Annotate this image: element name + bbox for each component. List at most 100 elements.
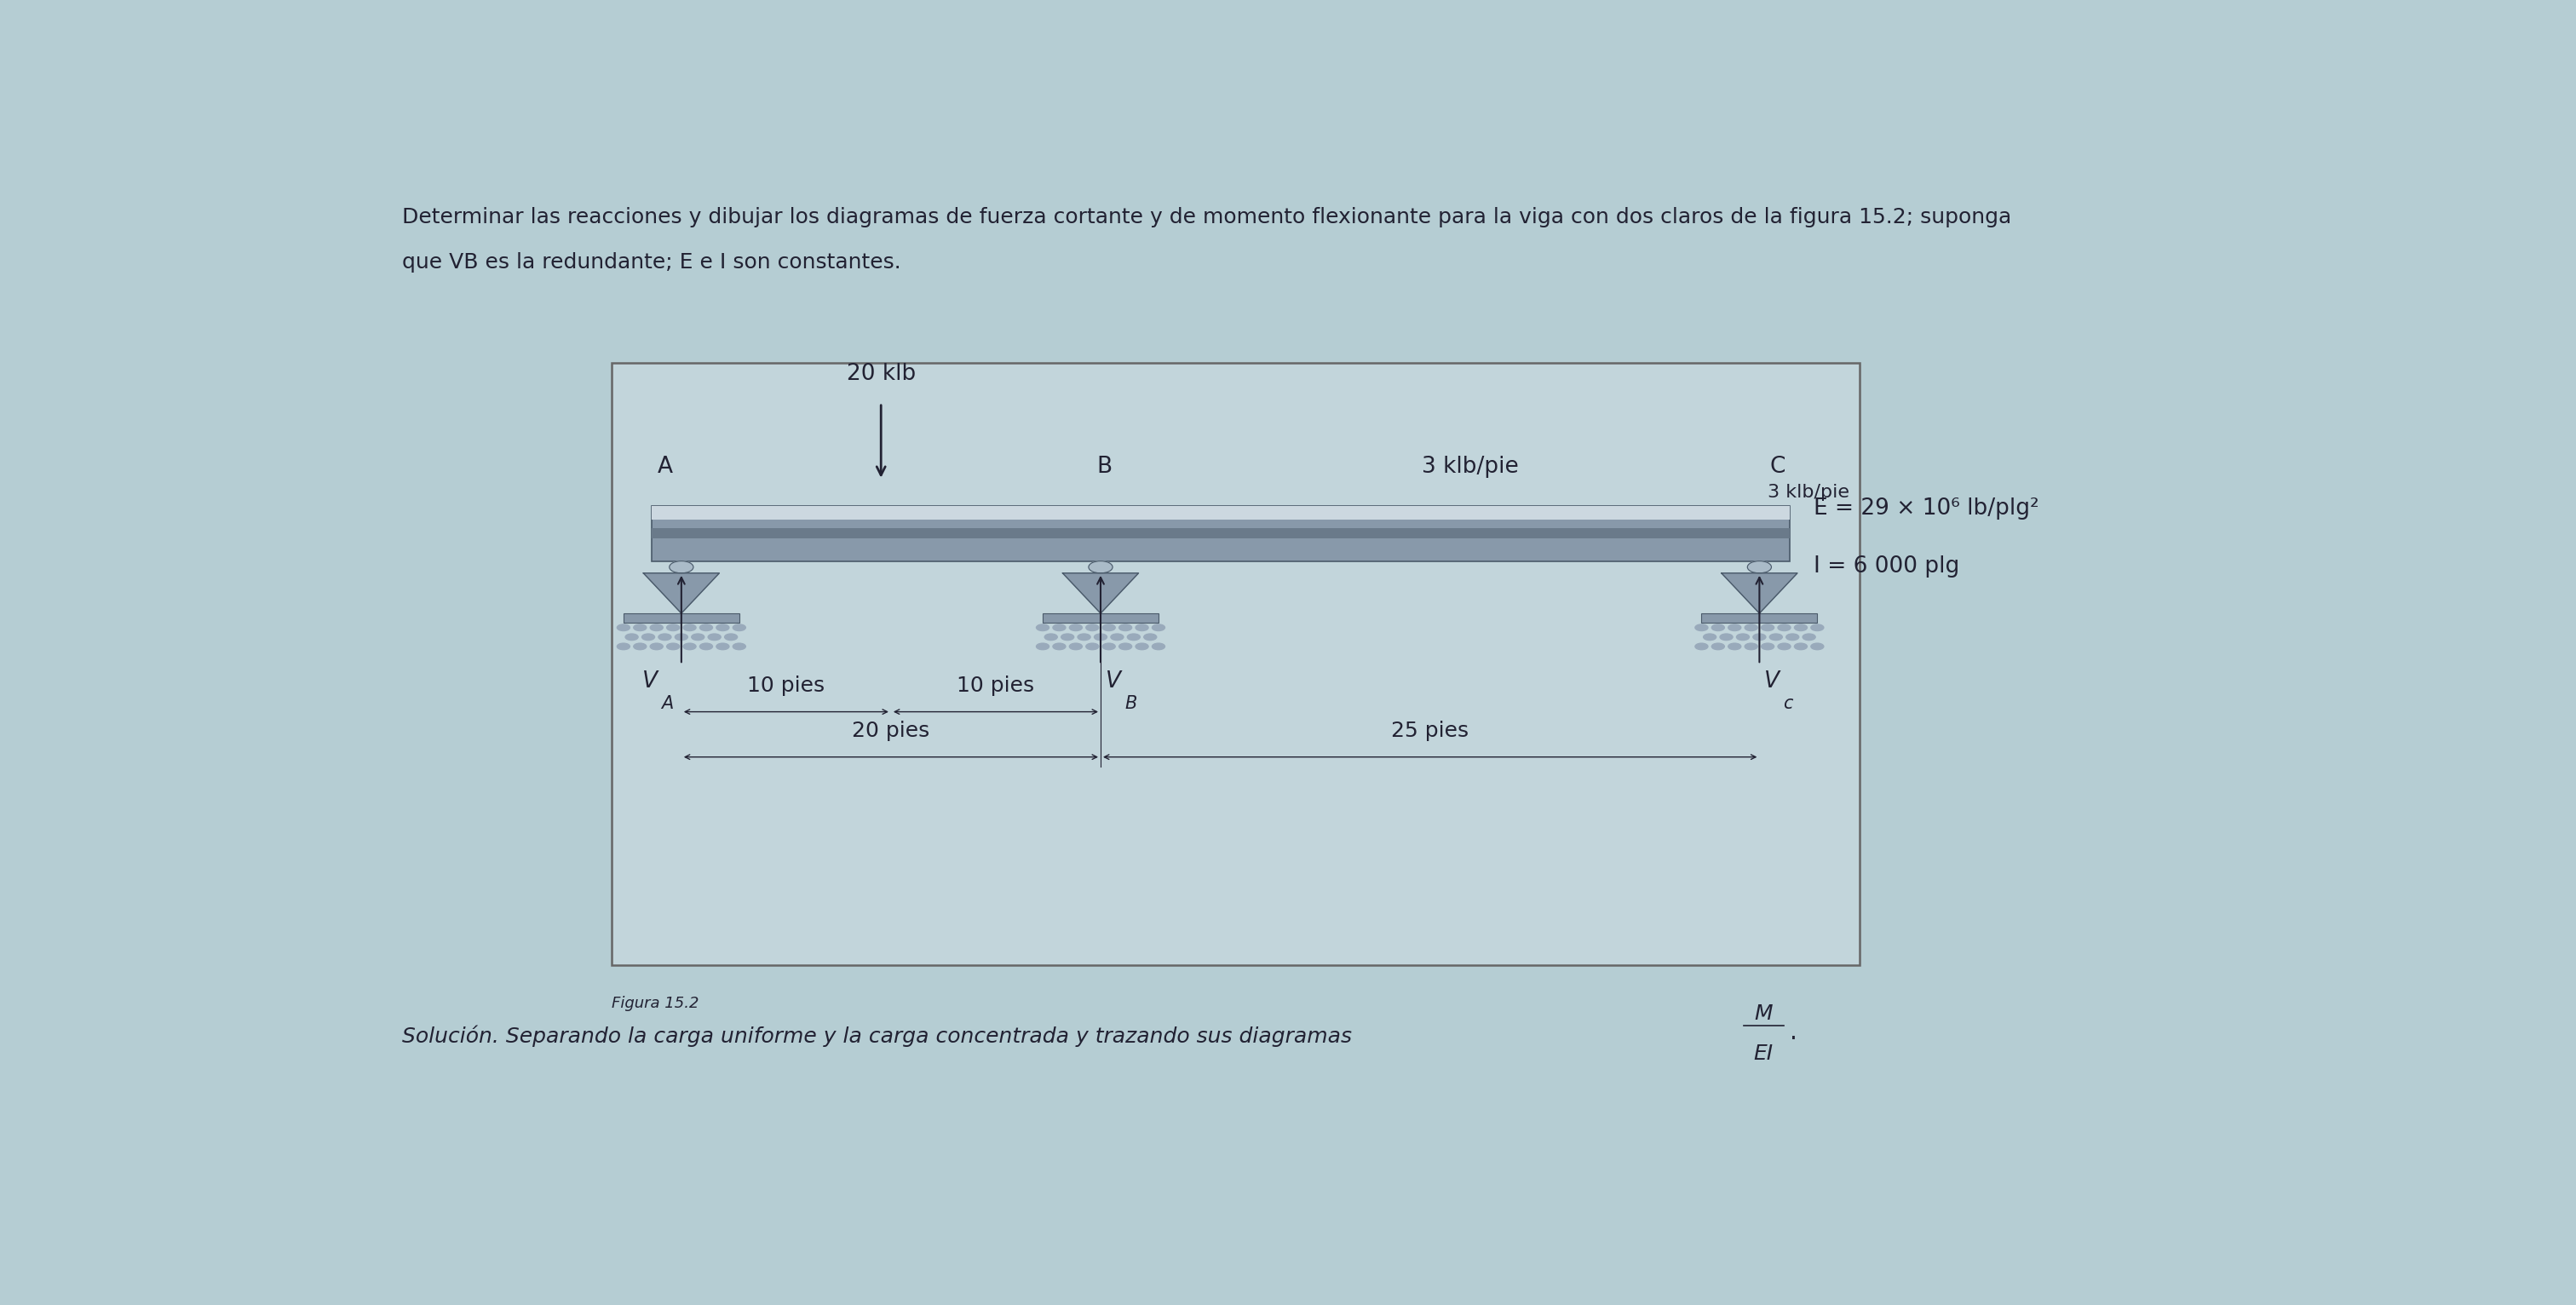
- Circle shape: [724, 634, 737, 641]
- Text: .: .: [1790, 1021, 1798, 1045]
- Circle shape: [1046, 634, 1056, 641]
- Circle shape: [1061, 634, 1074, 641]
- Circle shape: [649, 624, 662, 630]
- FancyBboxPatch shape: [652, 529, 1790, 539]
- Circle shape: [1144, 634, 1157, 641]
- Circle shape: [1744, 624, 1757, 630]
- Polygon shape: [1064, 573, 1139, 613]
- Circle shape: [1069, 643, 1082, 650]
- Text: 10 pies: 10 pies: [956, 675, 1036, 696]
- Text: E = 29 × 10⁶ lb/plg²: E = 29 × 10⁶ lb/plg²: [1814, 497, 2038, 519]
- Circle shape: [667, 624, 680, 630]
- Circle shape: [1095, 634, 1108, 641]
- Circle shape: [708, 634, 721, 641]
- Circle shape: [1754, 634, 1765, 641]
- Circle shape: [659, 634, 672, 641]
- Text: V: V: [641, 671, 657, 693]
- Circle shape: [1036, 643, 1048, 650]
- Circle shape: [716, 643, 729, 650]
- FancyBboxPatch shape: [652, 506, 1790, 561]
- Circle shape: [701, 643, 714, 650]
- Circle shape: [1136, 643, 1149, 650]
- Circle shape: [1695, 643, 1708, 650]
- Circle shape: [1762, 624, 1775, 630]
- Circle shape: [1762, 643, 1775, 650]
- Text: Determinar las reacciones y dibujar los diagramas de fuerza cortante y de moment: Determinar las reacciones y dibujar los …: [402, 206, 2012, 227]
- Circle shape: [1795, 643, 1808, 650]
- Circle shape: [634, 643, 647, 650]
- Circle shape: [1710, 643, 1723, 650]
- Text: I = 6 000 plg: I = 6 000 plg: [1814, 556, 1960, 578]
- Text: Figura 15.2: Figura 15.2: [611, 996, 698, 1011]
- Circle shape: [1695, 624, 1708, 630]
- Circle shape: [1036, 624, 1048, 630]
- Circle shape: [626, 634, 639, 641]
- Circle shape: [1054, 624, 1066, 630]
- Circle shape: [1736, 634, 1749, 641]
- Circle shape: [641, 634, 654, 641]
- Circle shape: [618, 624, 631, 630]
- Circle shape: [1811, 643, 1824, 650]
- Circle shape: [1770, 634, 1783, 641]
- Circle shape: [1703, 634, 1716, 641]
- Text: 20 pies: 20 pies: [853, 720, 930, 741]
- Circle shape: [1054, 643, 1066, 650]
- Circle shape: [1118, 643, 1131, 650]
- Circle shape: [618, 643, 631, 650]
- Circle shape: [1811, 624, 1824, 630]
- Circle shape: [1721, 634, 1734, 641]
- FancyBboxPatch shape: [1043, 613, 1159, 622]
- Text: 3 klb/pie: 3 klb/pie: [1767, 484, 1850, 501]
- FancyBboxPatch shape: [611, 363, 1860, 966]
- Text: 10 pies: 10 pies: [747, 675, 824, 696]
- Polygon shape: [1721, 573, 1798, 613]
- Text: B: B: [1097, 455, 1113, 478]
- Circle shape: [1151, 643, 1164, 650]
- Circle shape: [701, 624, 714, 630]
- Text: 3 klb/pie: 3 klb/pie: [1422, 455, 1517, 478]
- Text: 20 klb: 20 klb: [848, 363, 914, 385]
- Circle shape: [1128, 634, 1141, 641]
- Circle shape: [1087, 624, 1100, 630]
- Circle shape: [716, 624, 729, 630]
- Circle shape: [1103, 624, 1115, 630]
- Circle shape: [683, 624, 696, 630]
- Circle shape: [1803, 634, 1816, 641]
- Text: que VB es la redundante; E e I son constantes.: que VB es la redundante; E e I son const…: [402, 252, 902, 273]
- Polygon shape: [644, 573, 719, 613]
- Text: V: V: [1105, 671, 1121, 693]
- Circle shape: [1728, 624, 1741, 630]
- Text: V: V: [1765, 671, 1780, 693]
- Circle shape: [1747, 561, 1772, 573]
- Circle shape: [1151, 624, 1164, 630]
- Circle shape: [732, 643, 744, 650]
- Circle shape: [1710, 624, 1723, 630]
- Circle shape: [1087, 643, 1100, 650]
- Circle shape: [1110, 634, 1123, 641]
- Circle shape: [1103, 643, 1115, 650]
- FancyBboxPatch shape: [623, 613, 739, 622]
- Circle shape: [1785, 634, 1798, 641]
- Circle shape: [634, 624, 647, 630]
- Text: C: C: [1770, 455, 1785, 478]
- FancyBboxPatch shape: [652, 506, 1790, 519]
- Circle shape: [1777, 643, 1790, 650]
- Text: M: M: [1754, 1004, 1772, 1024]
- Circle shape: [1136, 624, 1149, 630]
- Circle shape: [732, 624, 744, 630]
- Circle shape: [1077, 634, 1090, 641]
- Circle shape: [670, 561, 693, 573]
- Text: EI: EI: [1754, 1044, 1772, 1065]
- Text: 25 pies: 25 pies: [1391, 720, 1468, 741]
- FancyBboxPatch shape: [1703, 613, 1816, 622]
- Text: c: c: [1783, 694, 1793, 711]
- Circle shape: [1744, 643, 1757, 650]
- Text: Solución. Separando la carga uniforme y la carga concentrada y trazando sus diag: Solución. Separando la carga uniforme y …: [402, 1024, 1352, 1047]
- Circle shape: [1069, 624, 1082, 630]
- Circle shape: [1777, 624, 1790, 630]
- Text: B: B: [1126, 694, 1136, 711]
- Circle shape: [675, 634, 688, 641]
- Text: A: A: [657, 455, 672, 478]
- Circle shape: [649, 643, 662, 650]
- Circle shape: [667, 643, 680, 650]
